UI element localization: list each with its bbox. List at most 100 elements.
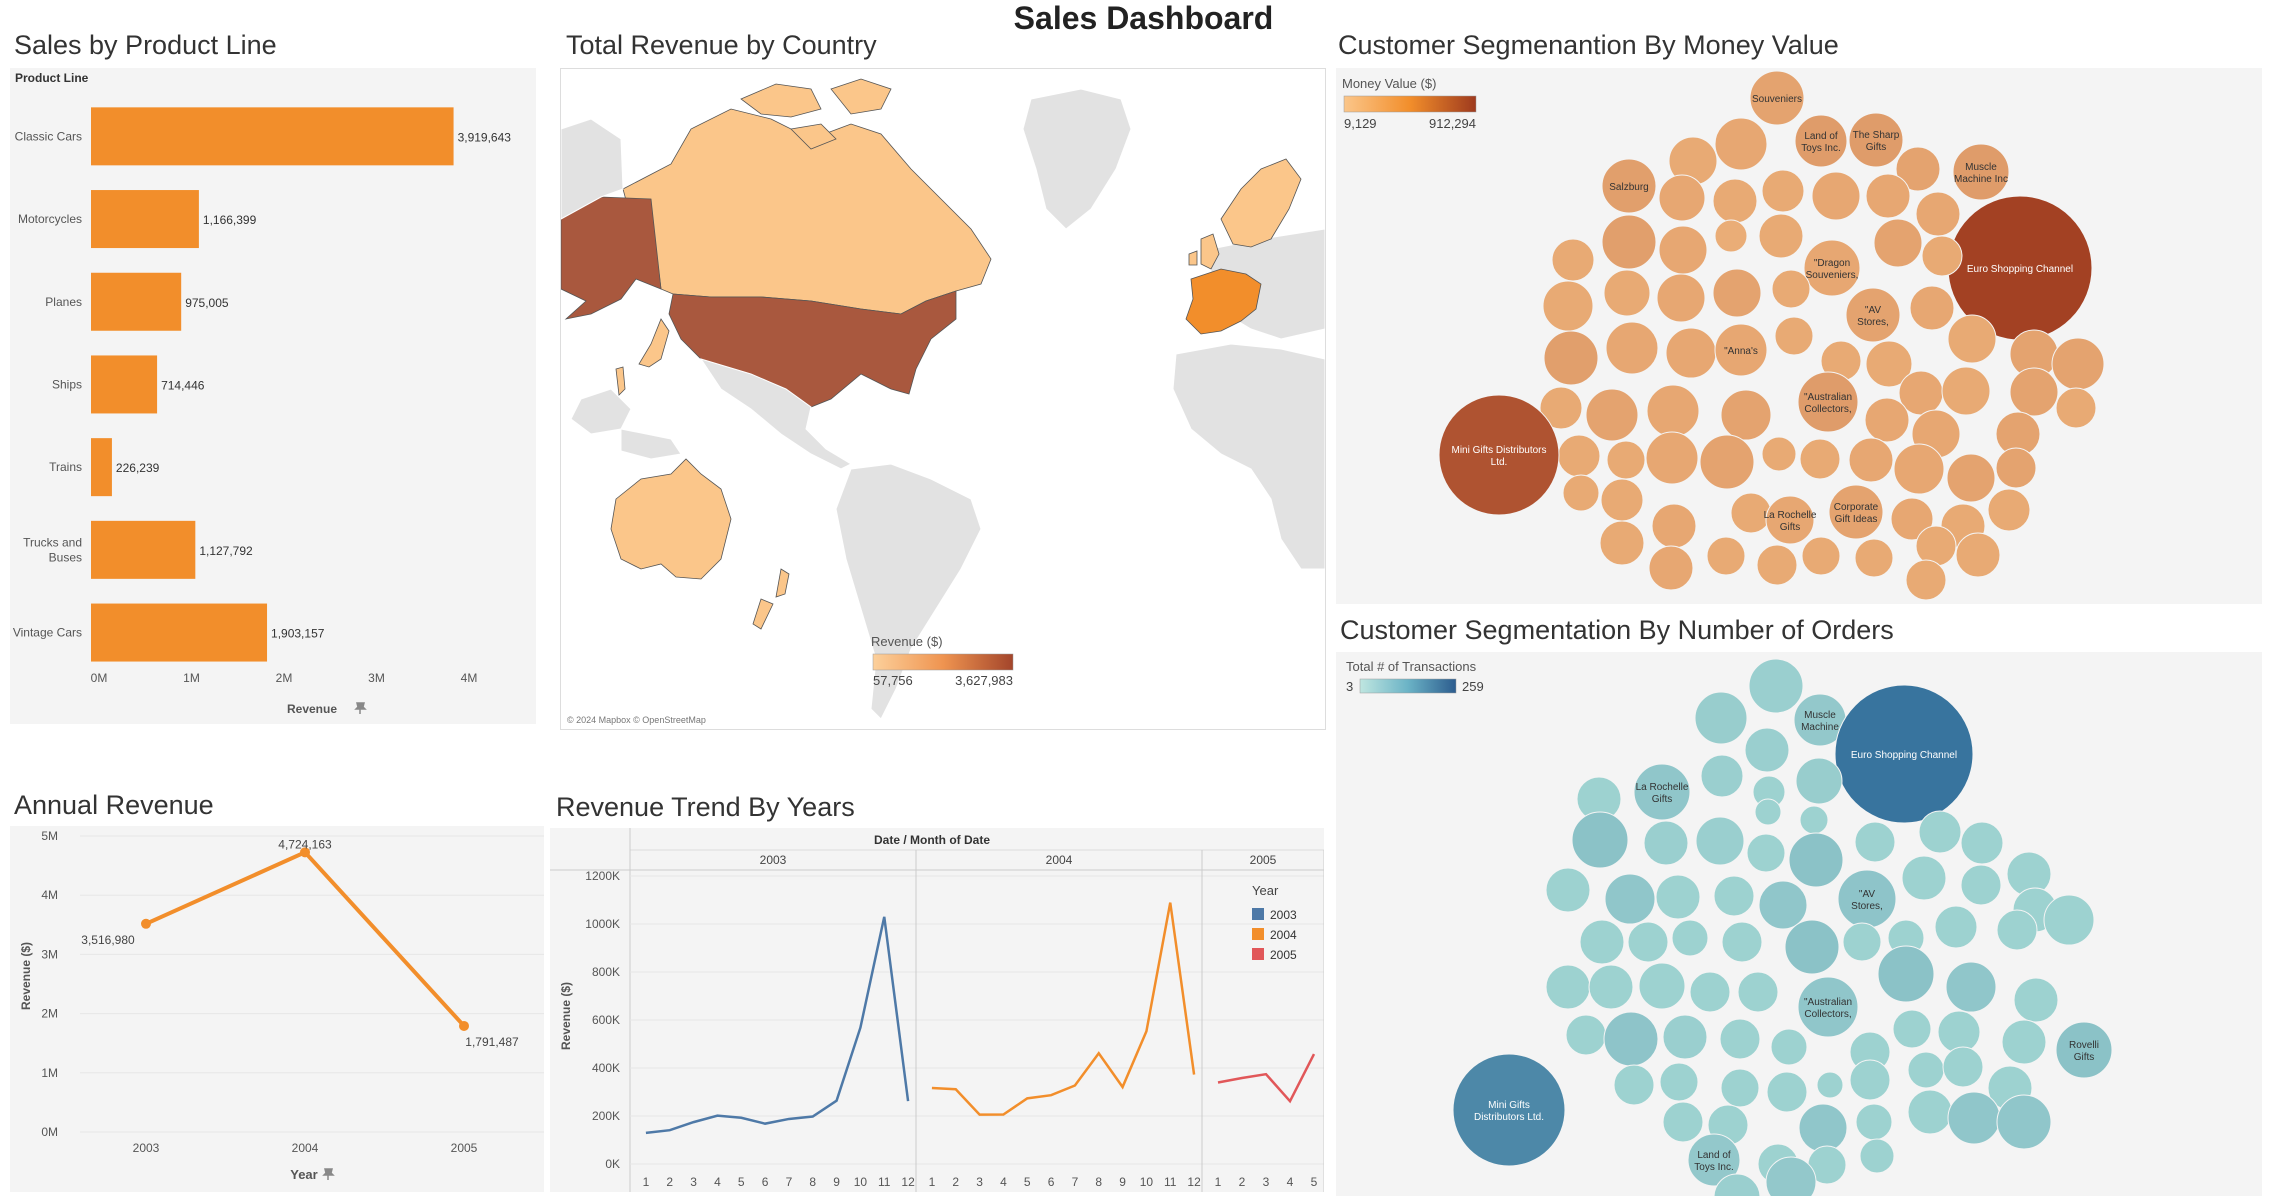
customer-bubble[interactable]: [1794, 114, 1848, 168]
customer-bubble[interactable]: [1603, 269, 1651, 317]
customer-bubble[interactable]: [1604, 873, 1656, 925]
customer-bubble[interactable]: [1855, 1103, 1893, 1141]
customer-bubble[interactable]: [1452, 1053, 1566, 1167]
trend-series-line[interactable]: [645, 916, 910, 1135]
customer-bubble[interactable]: [1946, 453, 1996, 503]
customer-bubble[interactable]: [1788, 832, 1844, 888]
customer-bubble[interactable]: [1761, 436, 1797, 472]
customer-bubble[interactable]: [1801, 536, 1841, 576]
customer-bubble[interactable]: [1651, 503, 1697, 549]
customer-bubble[interactable]: [1539, 386, 1583, 430]
customer-bubble[interactable]: [1799, 438, 1841, 480]
customer-bubble[interactable]: [1737, 971, 1779, 1013]
customer-bubble[interactable]: [1655, 874, 1701, 920]
pin-icon[interactable]: [354, 702, 367, 714]
customer-bubble[interactable]: [1758, 880, 1808, 930]
customer-bubble[interactable]: [1907, 1089, 1953, 1135]
product-line-bar[interactable]: [91, 520, 196, 579]
customer-bubble[interactable]: [1765, 495, 1815, 545]
customer-bubble[interactable]: [1545, 867, 1591, 913]
customer-bubble[interactable]: [1849, 1059, 1891, 1101]
customer-bubble[interactable]: [1689, 971, 1731, 1013]
customer-bubble[interactable]: [1662, 1014, 1708, 1060]
annual-point[interactable]: [141, 918, 151, 929]
customer-bubble[interactable]: [1551, 238, 1595, 282]
country-map[interactable]: Revenue ($) 57,756 3,627,983 © 2024 Mapb…: [560, 69, 1326, 729]
product-line-bar[interactable]: [91, 272, 182, 331]
customer-bubble[interactable]: [1865, 340, 1913, 388]
customer-bubble[interactable]: [1600, 478, 1644, 522]
customer-bubble[interactable]: [2055, 1021, 2113, 1079]
customer-bubble[interactable]: [1557, 434, 1601, 478]
product-line-bar[interactable]: [91, 107, 454, 166]
customer-bubble[interactable]: [1665, 327, 1717, 379]
customer-bubble[interactable]: [1714, 323, 1768, 377]
product-line-bar[interactable]: [91, 190, 199, 249]
customer-bubble[interactable]: [1901, 855, 1947, 901]
customer-bubble[interactable]: [1687, 1133, 1741, 1187]
customer-bubble[interactable]: [1719, 1018, 1761, 1060]
customer-bubble[interactable]: [1890, 497, 1934, 541]
customer-bubble[interactable]: [1873, 218, 1923, 268]
customer-bubble[interactable]: [1758, 213, 1804, 259]
trend-series-line[interactable]: [931, 902, 1196, 1116]
customer-bubble[interactable]: [1754, 798, 1782, 826]
customer-bubble[interactable]: [1941, 366, 1991, 416]
customer-bubble[interactable]: [1854, 821, 1896, 863]
product-line-bar[interactable]: [91, 438, 112, 497]
customer-bubble[interactable]: [1659, 1062, 1699, 1102]
customer-bubble[interactable]: [1859, 1138, 1895, 1174]
customer-bubble[interactable]: [1893, 443, 1945, 495]
customer-bubble[interactable]: [1603, 1011, 1659, 1067]
customer-bubble[interactable]: [1648, 545, 1694, 591]
customer-bubble[interactable]: [1658, 225, 1708, 275]
customer-bubble[interactable]: [1714, 117, 1768, 171]
customer-bubble[interactable]: [1845, 287, 1901, 343]
customer-bubble[interactable]: [1892, 1009, 1932, 1049]
customer-bubble[interactable]: [1571, 811, 1629, 869]
customer-bubble[interactable]: [1771, 269, 1811, 309]
customer-bubble[interactable]: [1585, 388, 1639, 442]
customer-bubble[interactable]: [1934, 905, 1978, 949]
customer-bubble[interactable]: [1601, 158, 1657, 214]
customer-bubble[interactable]: [1761, 169, 1805, 213]
customer-bubble[interactable]: [1713, 875, 1755, 917]
customer-bubble[interactable]: [1744, 727, 1790, 773]
annual-line[interactable]: [145, 849, 466, 1028]
customer-bubble[interactable]: [1565, 1014, 1607, 1056]
customer-bubble[interactable]: [1895, 146, 1941, 192]
customer-bubble[interactable]: [1638, 962, 1686, 1010]
customer-bubble[interactable]: [1542, 280, 1594, 332]
customer-bubble[interactable]: [1784, 919, 1840, 975]
customer-bubble[interactable]: [1799, 805, 1829, 835]
customer-bubble[interactable]: [1937, 1010, 1981, 1054]
customer-bubble[interactable]: [1656, 273, 1706, 323]
customer-bubble[interactable]: [2055, 387, 2097, 429]
customer-bubble[interactable]: [1633, 763, 1691, 821]
customer-bubble[interactable]: [1996, 1094, 2052, 1150]
customer-bubble[interactable]: [2001, 1019, 2047, 1065]
customer-bubble[interactable]: [1834, 684, 1974, 824]
customer-bubble[interactable]: [1877, 945, 1935, 1003]
customer-bubble[interactable]: [1714, 219, 1748, 253]
customer-bubble[interactable]: [1770, 1028, 1808, 1066]
customer-bubble[interactable]: [1671, 919, 1709, 957]
customer-bubble[interactable]: [1658, 174, 1706, 222]
customer-bubble[interactable]: [1816, 1071, 1844, 1099]
customer-bubble[interactable]: [1952, 143, 2010, 201]
customer-bubble[interactable]: [1797, 371, 1859, 433]
customer-bubble[interactable]: [2051, 337, 2105, 391]
customer-bubble[interactable]: [1848, 112, 1904, 168]
customer-bubble[interactable]: [1646, 384, 1700, 438]
customer-bubble[interactable]: [1987, 488, 2031, 532]
customer-bubble[interactable]: [1712, 268, 1762, 318]
pin-icon[interactable]: [322, 1168, 335, 1180]
customer-bubble[interactable]: [1627, 921, 1669, 963]
customer-bubble[interactable]: [1921, 235, 1963, 277]
customer-bubble[interactable]: [1720, 1068, 1760, 1108]
customer-bubble[interactable]: [1947, 314, 1997, 364]
customer-bubble[interactable]: [1721, 921, 1763, 963]
customer-bubble[interactable]: [1643, 820, 1689, 866]
customer-bubble[interactable]: [1765, 1156, 1817, 1201]
product-line-bar[interactable]: [91, 355, 158, 414]
